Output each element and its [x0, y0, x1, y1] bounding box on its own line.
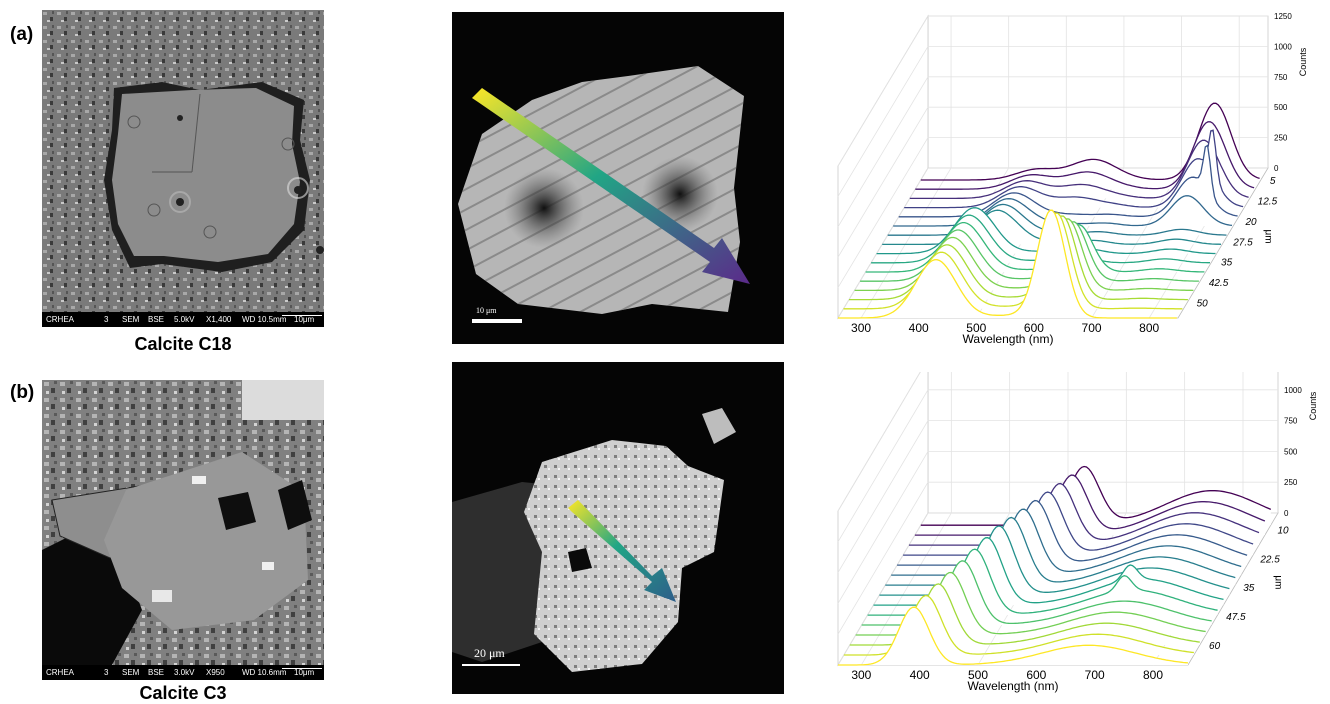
cl-scalebar-b [462, 664, 520, 666]
spectrum-line [838, 209, 1177, 319]
depth-tick-label: 10 [1277, 525, 1289, 536]
depth-tick-label: 35 [1221, 258, 1233, 269]
cl-scale-label-b: 20 μm [474, 646, 505, 660]
z-tick-label: 750 [1284, 417, 1298, 426]
z-tick-label: 0 [1274, 164, 1279, 173]
x-tick-label: 400 [910, 668, 930, 682]
spectrum-line [898, 144, 1238, 218]
cl-scalebar-a [472, 319, 522, 323]
sem-lab-b: CRHEA [46, 668, 75, 677]
caption-calcite-c3: Calcite C3 [139, 683, 227, 703]
x-tick-label: 800 [1143, 668, 1163, 682]
sem-scale-a: 10μm [294, 315, 315, 324]
sem-scale-b: 10μm [294, 668, 315, 677]
z-tick-label: 500 [1284, 447, 1298, 456]
x-tick-label: 500 [968, 668, 988, 682]
z-tick-label: 0 [1284, 509, 1289, 518]
spectrum-line [860, 221, 1199, 282]
z-tick-label: 500 [1274, 103, 1288, 112]
z-tick-label: 250 [1274, 134, 1288, 143]
sem-mag-a: X1,400 [206, 315, 232, 324]
sem-n-b: 3 [104, 668, 109, 677]
sem-lab-a: CRHEA [46, 315, 75, 324]
depth-axis-label: μm [1273, 575, 1284, 589]
z-tick-label: 1250 [1274, 12, 1292, 21]
depth-tick-label: 12.5 [1258, 197, 1278, 208]
caption-calcite-c18: Calcite C18 [134, 334, 232, 354]
depth-tick-label: 47.5 [1226, 612, 1246, 623]
x-tick-label: 600 [1024, 321, 1044, 335]
spectrum-line [903, 491, 1254, 556]
spectrum-line [904, 129, 1244, 209]
depth-tick-label: 5 [1270, 176, 1276, 187]
depth-tick-label: 42.5 [1209, 278, 1229, 289]
spectrum-line [849, 215, 1188, 301]
depth-tick-label: 35 [1243, 583, 1255, 594]
sem-kv-a: 5.0kV [174, 315, 195, 324]
sem-detector-b: BSE [148, 668, 165, 677]
depth-axis-label: μm [1263, 230, 1274, 244]
cl-image-b: 20 μm [452, 362, 784, 694]
sem-wd-a: WD 10.5mm [242, 315, 287, 324]
spectrum-line [838, 606, 1189, 666]
x-tick-label: 500 [966, 321, 986, 335]
x-tick-label: 400 [909, 321, 929, 335]
z-tick-label: 750 [1274, 73, 1288, 82]
sem-info-bar-a: CRHEA 3 SEM BSE 5.0kV X1,400 WD 10.5mm 1… [42, 312, 324, 327]
sem-image-b: CRHEA 3 SEM BSE 3.0kV X950 WD 10.6mm 10μ… [42, 380, 324, 680]
sem-detector-a: BSE [148, 315, 165, 324]
depth-arrow-b [568, 500, 676, 602]
spectra-plot-a: 0 250 500 750 1000 1250 300 400 500 600 700 800 5 12.… [830, 6, 1330, 354]
spectrum-line [914, 474, 1266, 536]
cl-image-a: 10 μm [452, 12, 784, 344]
x-axis-label: Wavelength (nm) [963, 332, 1054, 346]
x-axis-label: Wavelength (nm) [968, 679, 1059, 693]
z-tick-label: 250 [1284, 478, 1298, 487]
x-tick-label: 300 [851, 668, 871, 682]
depth-arrow-a [472, 88, 750, 284]
sem-mag-b: X950 [206, 668, 225, 677]
x-tick-label: 700 [1085, 668, 1105, 682]
spectrum-line [915, 121, 1255, 190]
sem-image-a: CRHEA 3 SEM BSE 5.0kV X1,400 WD 10.5mm 1… [42, 10, 324, 327]
depth-tick-label: 50 [1197, 298, 1209, 309]
x-tick-label: 300 [851, 321, 871, 335]
spectrum-line [854, 218, 1194, 292]
depth-tick-label: 27.5 [1232, 237, 1253, 248]
depth-tick-label: 20 [1244, 217, 1257, 228]
sem-mode-b: SEM [122, 668, 140, 677]
spectrum-line [897, 499, 1248, 566]
cl-scale-label-a: 10 μm [476, 306, 497, 315]
x-tick-label: 700 [1082, 321, 1102, 335]
panel-a-label: (a) [10, 24, 34, 45]
x-tick-label: 800 [1139, 321, 1159, 335]
depth-tick-label: 60 [1209, 641, 1221, 652]
panel-b-label: (b) [10, 382, 35, 403]
sem-mode-a: SEM [122, 315, 140, 324]
spectrum-line [920, 102, 1260, 181]
depth-tick-label: 22.5 [1259, 554, 1280, 565]
spectrum-line [909, 482, 1260, 546]
z-tick-label: 1000 [1274, 42, 1292, 51]
spectrum-line [909, 139, 1249, 200]
sem-n-a: 3 [104, 315, 109, 324]
spectra-plot-b: 0250500750100012503004005006007008001022… [830, 372, 1330, 701]
z-axis-label: Counts [1298, 47, 1308, 76]
x-tick-label: 600 [1026, 668, 1046, 682]
spectrum-line [843, 212, 1183, 310]
sem-wd-b: WD 10.6mm [242, 668, 287, 677]
sem-kv-b: 3.0kV [174, 668, 195, 677]
z-tick-label: 1000 [1284, 386, 1302, 395]
z-axis-label: Counts [1308, 391, 1318, 420]
spectrum-line [920, 465, 1272, 526]
sem-info-bar-b: CRHEA 3 SEM BSE 3.0kV X950 WD 10.6mm 10μ… [42, 665, 324, 680]
